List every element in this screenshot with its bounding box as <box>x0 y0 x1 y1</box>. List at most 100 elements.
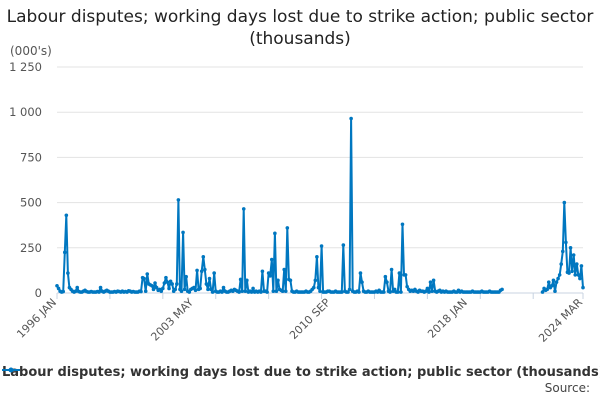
data-point <box>212 271 216 275</box>
data-point <box>167 286 171 291</box>
data-point <box>392 287 397 292</box>
data-point <box>397 271 402 275</box>
data-point <box>260 269 265 274</box>
x-tick-label: 2024 MAR <box>536 296 585 345</box>
data-point <box>240 289 244 293</box>
data-point <box>273 231 277 236</box>
data-point <box>192 285 196 290</box>
data-point <box>382 290 386 294</box>
x-tick-label: 2003 MAY <box>148 296 196 344</box>
data-point <box>357 290 361 294</box>
data-point <box>578 276 582 281</box>
x-tick-label: 1996 JAN <box>14 296 59 341</box>
data-point <box>241 207 246 211</box>
data-point <box>237 290 241 294</box>
data-point <box>221 285 226 290</box>
data-point <box>571 253 576 257</box>
data-point <box>203 267 207 272</box>
data-point <box>311 285 316 290</box>
data-point <box>567 271 571 275</box>
data-point <box>383 274 388 279</box>
data-point <box>206 287 210 292</box>
data-point <box>315 255 319 259</box>
data-point <box>403 273 408 277</box>
data-point <box>161 286 165 291</box>
data-point <box>562 200 567 205</box>
data-point <box>266 271 271 275</box>
data-point <box>268 274 273 278</box>
data-point <box>546 280 551 284</box>
data-point <box>265 290 269 294</box>
data-point <box>269 257 274 262</box>
data-point <box>500 287 504 292</box>
data-point <box>341 243 346 247</box>
data-point <box>187 290 192 294</box>
data-point <box>98 285 103 290</box>
y-tick-label: 1 000 <box>9 105 42 119</box>
data-point <box>243 289 248 293</box>
data-point <box>280 289 285 293</box>
data-point <box>184 274 188 279</box>
data-point <box>154 285 159 290</box>
y-tick-label: 250 <box>20 241 42 255</box>
data-point <box>557 273 562 277</box>
data-point <box>55 283 59 288</box>
legend[interactable]: Labour disputes; working days lost due t… <box>2 365 600 380</box>
data-point <box>282 267 287 272</box>
data-point <box>285 226 290 230</box>
source-label: Source: <box>544 381 590 395</box>
data-point <box>428 280 433 284</box>
data-point <box>195 268 199 273</box>
y-tick-label: 500 <box>20 196 42 210</box>
data-point <box>574 262 579 266</box>
data-point <box>162 281 167 285</box>
data-point <box>276 278 280 283</box>
data-point <box>553 289 557 293</box>
data-point <box>182 287 187 292</box>
data-point <box>151 287 156 292</box>
data-point <box>554 280 559 284</box>
data-point <box>559 262 564 266</box>
data-point <box>399 290 403 294</box>
data-point <box>550 283 554 288</box>
data-point <box>424 289 428 293</box>
data-point <box>430 289 434 293</box>
data-point <box>209 287 213 292</box>
data-point <box>347 287 352 292</box>
data-point <box>288 278 293 283</box>
legend-label: Labour disputes; working days lost due t… <box>2 365 600 380</box>
x-tick-label: 2010 SEP <box>287 296 333 342</box>
data-point <box>165 280 170 284</box>
data-point <box>385 280 389 284</box>
data-point <box>97 290 101 294</box>
data-point <box>339 290 344 294</box>
data-point <box>142 276 146 281</box>
data-point <box>62 250 67 255</box>
y-tick-label: 750 <box>20 150 42 164</box>
data-point <box>153 281 157 285</box>
data-point <box>66 271 70 275</box>
data-point <box>568 246 573 250</box>
data-point <box>564 240 568 245</box>
data-point <box>249 290 254 294</box>
data-point <box>316 285 321 290</box>
data-point <box>346 290 350 294</box>
data-point <box>145 272 150 276</box>
data-point <box>168 279 173 284</box>
x-tick-label: 2018 JAN <box>425 296 470 341</box>
chart-title: Labour disputes; working days lost due t… <box>6 7 594 49</box>
data-point <box>198 286 202 291</box>
data-point <box>193 288 198 293</box>
data-point <box>274 289 279 293</box>
data-point <box>570 269 574 274</box>
data-point <box>238 277 243 282</box>
y-tick-label: 1 250 <box>9 60 42 74</box>
data-point <box>313 278 318 283</box>
y-axis-unit-label: (000's) <box>10 44 52 58</box>
data-point <box>204 282 209 286</box>
data-point <box>164 275 168 280</box>
data-point <box>201 255 206 259</box>
data-point <box>271 289 276 293</box>
data-point <box>143 289 148 293</box>
data-point <box>358 271 363 275</box>
